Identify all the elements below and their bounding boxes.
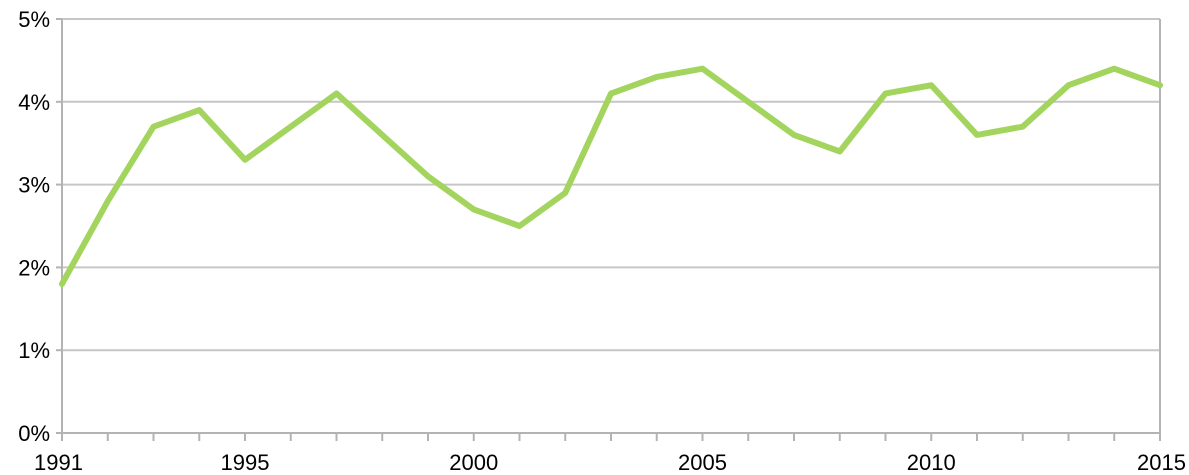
x-tick-label: 1995 bbox=[221, 450, 270, 475]
y-tick-label: 5% bbox=[18, 7, 50, 32]
y-tick-label: 0% bbox=[18, 421, 50, 446]
y-axis-tick-labels: 0% 1% 2% 3% 4% 5% bbox=[18, 7, 50, 446]
x-tick-label: 2005 bbox=[678, 450, 727, 475]
x-tick-label: 1991 bbox=[34, 450, 83, 475]
x-tick-label: 2000 bbox=[449, 450, 498, 475]
x-tick-label: 2015 bbox=[1137, 450, 1186, 475]
y-tick-label: 4% bbox=[18, 90, 50, 115]
y-tick-label: 3% bbox=[18, 173, 50, 198]
y-tick-label: 1% bbox=[18, 338, 50, 363]
gridlines bbox=[62, 18, 1160, 352]
series-line bbox=[59, 65, 1163, 287]
x-tick-label: 2010 bbox=[907, 450, 956, 475]
series-layer bbox=[59, 65, 1163, 287]
axes bbox=[61, 19, 1161, 434]
x-axis-tick-labels: 1991 1995 2000 2005 2010 2015 bbox=[34, 450, 1186, 475]
tick-marks bbox=[56, 18, 1161, 441]
y-tick-label: 2% bbox=[18, 255, 50, 280]
